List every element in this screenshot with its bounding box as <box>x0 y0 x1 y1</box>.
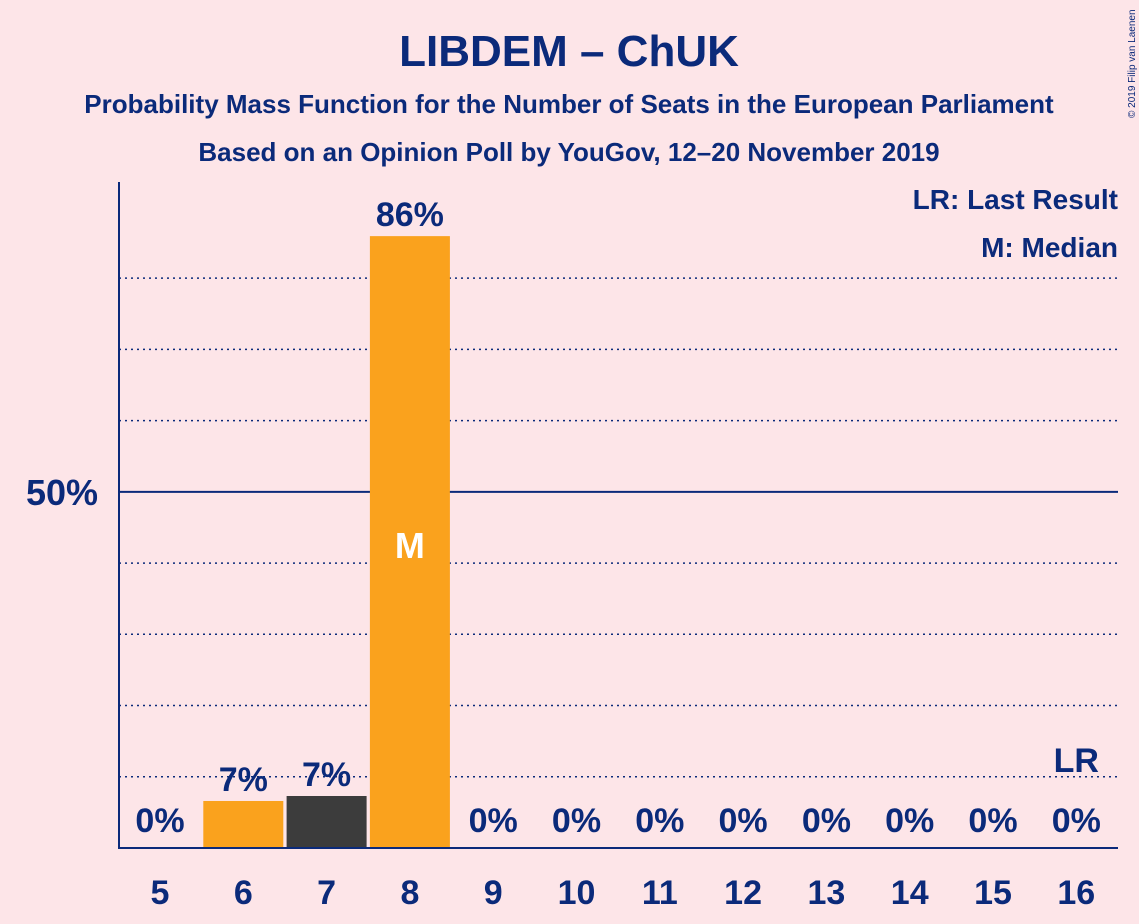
x-tick-label: 10 <box>558 874 596 912</box>
last-result-marker: LR <box>1054 742 1099 780</box>
x-tick-label: 15 <box>974 874 1012 912</box>
median-marker: M <box>395 525 425 566</box>
legend-last-result: LR: Last Result <box>913 184 1118 215</box>
data-label: 0% <box>469 802 518 840</box>
markers: M LR <box>395 525 1099 780</box>
data-label: 0% <box>802 802 851 840</box>
legend-median: M: Median <box>981 232 1118 263</box>
data-label: 0% <box>1052 802 1101 840</box>
chart-title: LIBDEM – ChUK <box>399 27 739 76</box>
data-label: 7% <box>219 761 268 799</box>
bars <box>203 236 450 848</box>
data-label: 0% <box>968 802 1017 840</box>
x-tick-label: 9 <box>484 874 503 912</box>
x-tick-label: 13 <box>807 874 845 912</box>
data-label: 0% <box>719 802 768 840</box>
chart-subtitle: Probability Mass Function for the Number… <box>84 89 1054 119</box>
x-axis-ticks: 5 6 7 8 9 10 11 12 13 14 15 16 <box>151 874 1096 912</box>
bar <box>286 796 367 848</box>
y-axis-ticks: 50% <box>26 472 98 513</box>
x-tick-label: 12 <box>724 874 762 912</box>
copyright-notice: © 2019 Filip van Laenen <box>1127 9 1138 118</box>
data-labels: 0% 7% 7% 86% 0% 0% 0% 0% 0% 0% 0% 0% <box>135 196 1100 840</box>
x-tick-label: 16 <box>1057 874 1095 912</box>
data-label: 0% <box>885 802 934 840</box>
x-tick-label: 8 <box>400 874 419 912</box>
data-label: 86% <box>376 196 444 234</box>
data-label: 0% <box>552 802 601 840</box>
bar <box>203 800 284 848</box>
x-tick-label: 6 <box>234 874 253 912</box>
data-label: 0% <box>635 802 684 840</box>
data-label: 7% <box>302 756 351 794</box>
y-tick-label: 50% <box>26 472 98 513</box>
x-tick-label: 7 <box>317 874 336 912</box>
x-tick-label: 5 <box>151 874 170 912</box>
bar <box>369 236 450 848</box>
data-label: 0% <box>135 802 184 840</box>
x-tick-label: 11 <box>642 874 678 912</box>
x-tick-label: 14 <box>891 874 929 912</box>
gridlines <box>119 277 1118 778</box>
chart-subtitle-source: Based on an Opinion Poll by YouGov, 12–2… <box>198 137 939 167</box>
